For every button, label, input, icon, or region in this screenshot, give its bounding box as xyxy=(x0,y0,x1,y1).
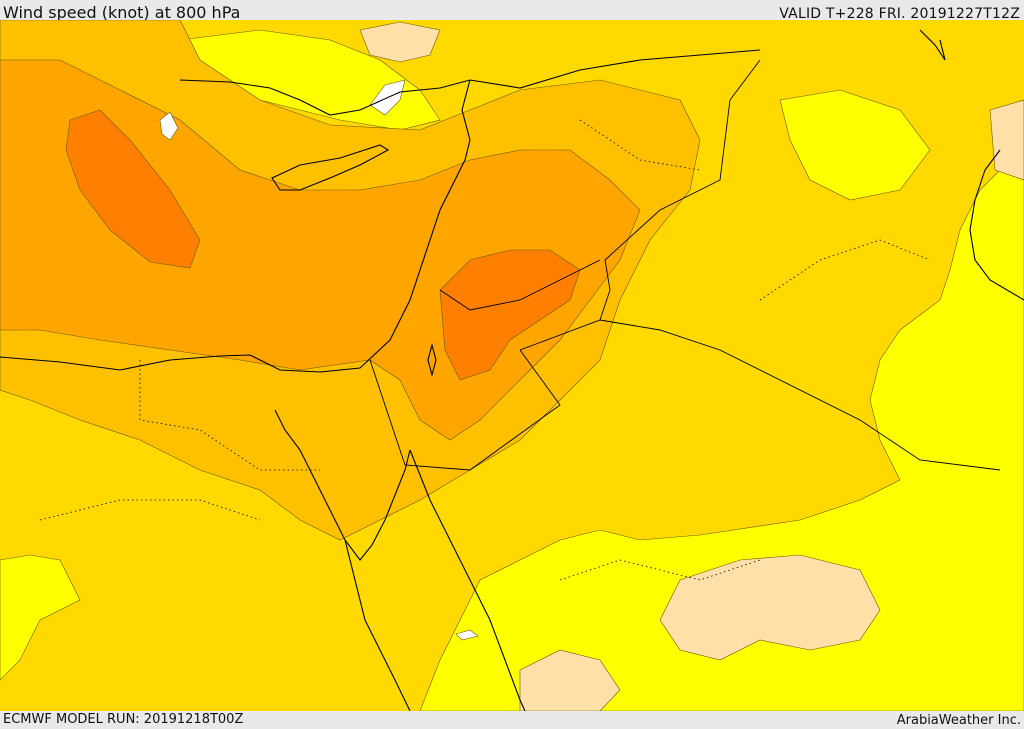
field-low-southeast xyxy=(659,554,881,661)
model-run: ECMWF MODEL RUN: 20191218T00Z xyxy=(3,712,244,727)
wind-speed-map[interactable] xyxy=(0,20,1024,711)
map-canvas xyxy=(0,20,1024,711)
coastlines xyxy=(0,29,1024,711)
credit: ArabiaWeather Inc. xyxy=(896,713,1021,728)
dotted-borders xyxy=(39,119,931,581)
footer-bar xyxy=(0,711,1024,729)
field-yellow-northeast xyxy=(779,89,931,201)
field-white-redsea xyxy=(455,629,479,641)
field-dark-orange-west xyxy=(65,109,201,269)
field-yellow-southwest xyxy=(0,554,81,681)
field-low-ne xyxy=(989,99,1024,181)
header-bar xyxy=(0,0,1024,20)
borders xyxy=(369,59,1001,471)
field-white-small xyxy=(159,111,179,141)
field-yellow-east xyxy=(419,149,1024,711)
field-dark-orange-levant xyxy=(439,249,581,381)
field-low-south xyxy=(519,649,621,711)
map-title: Wind speed (knot) at 800 hPa xyxy=(3,3,241,22)
field-low-north xyxy=(359,21,441,63)
valid-time: VALID T+228 FRI. 20191227T12Z xyxy=(779,6,1020,22)
